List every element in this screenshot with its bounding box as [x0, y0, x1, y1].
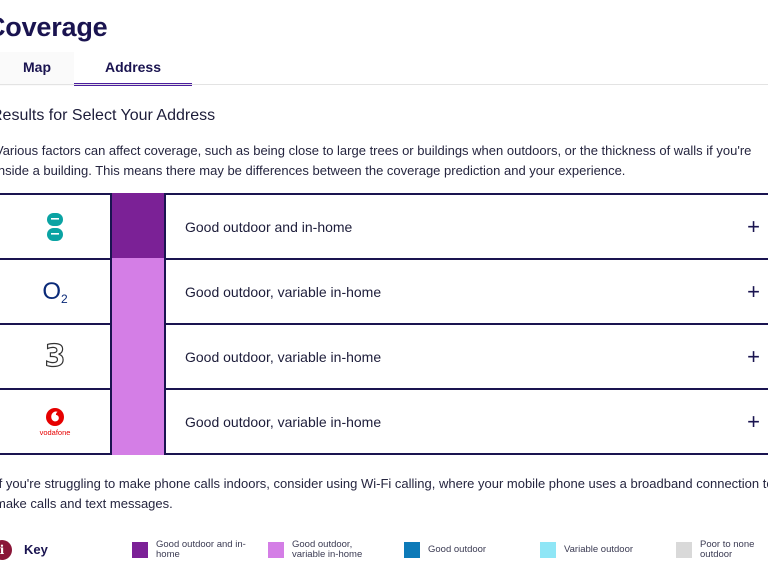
- legend-swatch: [540, 542, 556, 558]
- key-toggle-button[interactable]: i Key: [0, 540, 52, 560]
- vodafone-logo-icon: vodafone: [0, 390, 110, 453]
- legend-label: Poor to none outdoor: [700, 539, 755, 560]
- coverage-swatch: [110, 193, 166, 258]
- o2-logo-letter: O: [42, 277, 61, 305]
- coverage-swatch: [110, 388, 166, 455]
- vodafone-wordmark: vodafone: [39, 427, 71, 437]
- coverage-swatch: [110, 258, 166, 323]
- key-label: Key: [24, 542, 48, 557]
- ee-logo-icon: [0, 195, 110, 258]
- ee-logo-graphic: [47, 212, 63, 241]
- coverage-key: i Key Good outdoor and in-home Good outd…: [0, 538, 768, 568]
- vodafone-speechmark-icon: [46, 407, 64, 426]
- legend-swatch: [676, 542, 692, 558]
- legend-label: Variable outdoor: [564, 544, 634, 555]
- legend-label: Good outdoor, variable in-home: [292, 539, 363, 560]
- plus-icon[interactable]: +: [747, 213, 760, 239]
- wifi-calling-note: If you're struggling to make phone calls…: [0, 476, 768, 511]
- legend-swatch: [132, 542, 148, 558]
- three-logo-icon: 3: [0, 325, 110, 388]
- legend-label: Good outdoor and in-home: [156, 539, 246, 560]
- coverage-label: Good outdoor and in-home: [185, 218, 353, 235]
- legend-swatch: [404, 542, 420, 558]
- operator-row-three[interactable]: 3 Good outdoor, variable in-home +: [0, 323, 768, 388]
- coverage-label: Good outdoor, variable in-home: [185, 413, 382, 430]
- coverage-label: Good outdoor, variable in-home: [185, 283, 382, 300]
- legend-swatch: [268, 542, 284, 558]
- coverage-disclaimer: Various factors can affect coverage, suc…: [0, 143, 752, 178]
- plus-icon[interactable]: +: [747, 343, 760, 369]
- three-logo-glyph: 3: [44, 338, 66, 374]
- view-tabs: Map Address: [0, 52, 200, 86]
- tab-map[interactable]: Map: [0, 52, 74, 86]
- operator-row-ee[interactable]: Good outdoor and in-home +: [0, 193, 768, 258]
- plus-icon[interactable]: +: [747, 408, 760, 434]
- o2-logo-subscript: 2: [60, 291, 68, 306]
- coverage-swatch: [110, 323, 166, 388]
- tabs-divider: [0, 84, 768, 85]
- plus-icon[interactable]: +: [747, 278, 760, 304]
- coverage-label: Good outdoor, variable in-home: [185, 348, 382, 365]
- operator-row-vodafone[interactable]: vodafone Good outdoor, variable in-home …: [0, 388, 768, 455]
- info-icon: i: [0, 540, 12, 560]
- legend-label: Good outdoor: [428, 544, 487, 555]
- results-heading: Results for Select Your Address: [0, 107, 216, 124]
- tab-address[interactable]: Address: [74, 52, 192, 86]
- page-title: Coverage: [0, 12, 108, 42]
